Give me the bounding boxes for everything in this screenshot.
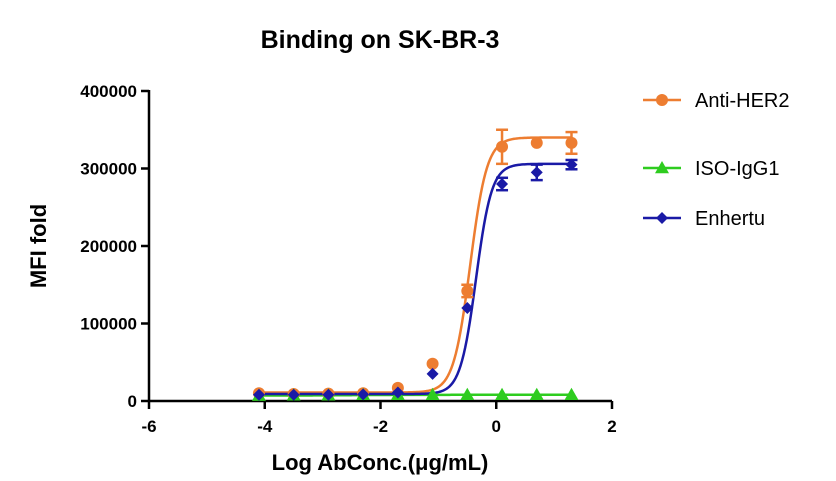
y-axis-label: MFI fold (26, 204, 51, 288)
data-point-iso-igg1 (425, 387, 440, 401)
data-point-iso-igg1 (564, 387, 579, 401)
legend-item-enhertu: Enhertu (643, 208, 765, 230)
x-tick-label: -6 (141, 417, 156, 436)
legend-label-iso-igg1: ISO-IgG1 (695, 158, 779, 180)
data-point-enhertu (322, 388, 335, 401)
data-point-anti-her2 (426, 357, 439, 370)
x-tick-label: 2 (607, 417, 616, 436)
data-point-enhertu (252, 388, 265, 401)
data-point-iso-igg1 (495, 387, 510, 401)
y-tick-label: 300000 (80, 160, 137, 179)
fit-curve-enhertu (258, 162, 572, 396)
chart-title: Binding on SK-BR-3 (261, 26, 500, 54)
data-point-enhertu (357, 388, 370, 401)
data-point-enhertu (461, 302, 474, 314)
error-bars (461, 128, 578, 299)
legend-marker-anti-her2 (656, 94, 668, 106)
data-point-anti-her2 (530, 136, 543, 149)
data-point-iso-igg1 (460, 387, 475, 401)
data-points (251, 136, 579, 401)
x-tick-label: -2 (373, 417, 388, 436)
data-point-enhertu (565, 158, 578, 171)
data-point-iso-igg1 (529, 387, 544, 401)
data-point-enhertu (287, 388, 300, 401)
legend-marker-iso-igg1 (655, 161, 669, 174)
data-point-enhertu (496, 178, 509, 190)
legend-item-iso-igg1: ISO-IgG1 (643, 158, 779, 180)
legend-label-enhertu: Enhertu (695, 208, 765, 230)
axes: 0 100000 200000 300000 400000 -6 -4 -2 0 2 (80, 82, 616, 436)
legend-item-anti-her2: Anti-HER2 (643, 90, 789, 112)
fit-curves (258, 136, 572, 397)
y-tick-label: 200000 (80, 237, 137, 256)
data-point-anti-her2 (565, 136, 578, 149)
legend-marker-enhertu (656, 212, 668, 224)
fit-curve-anti-her2 (258, 136, 572, 394)
x-tick-label: -4 (257, 417, 273, 436)
legend-label-anti-her2: Anti-HER2 (695, 90, 789, 112)
y-tick-label: 400000 (80, 82, 137, 101)
legend: Anti-HER2 ISO-IgG1 Enhertu (643, 90, 789, 230)
data-point-enhertu (391, 386, 404, 399)
data-point-anti-her2 (461, 284, 474, 297)
y-tick-label: 0 (128, 392, 137, 411)
data-point-enhertu (530, 166, 543, 179)
data-point-enhertu (426, 367, 439, 380)
y-tick-label: 100000 (80, 315, 137, 334)
x-tick-label: 0 (492, 417, 501, 436)
data-point-anti-her2 (496, 140, 509, 153)
x-axis-label: Log AbConc.(μg/mL) (272, 450, 489, 475)
